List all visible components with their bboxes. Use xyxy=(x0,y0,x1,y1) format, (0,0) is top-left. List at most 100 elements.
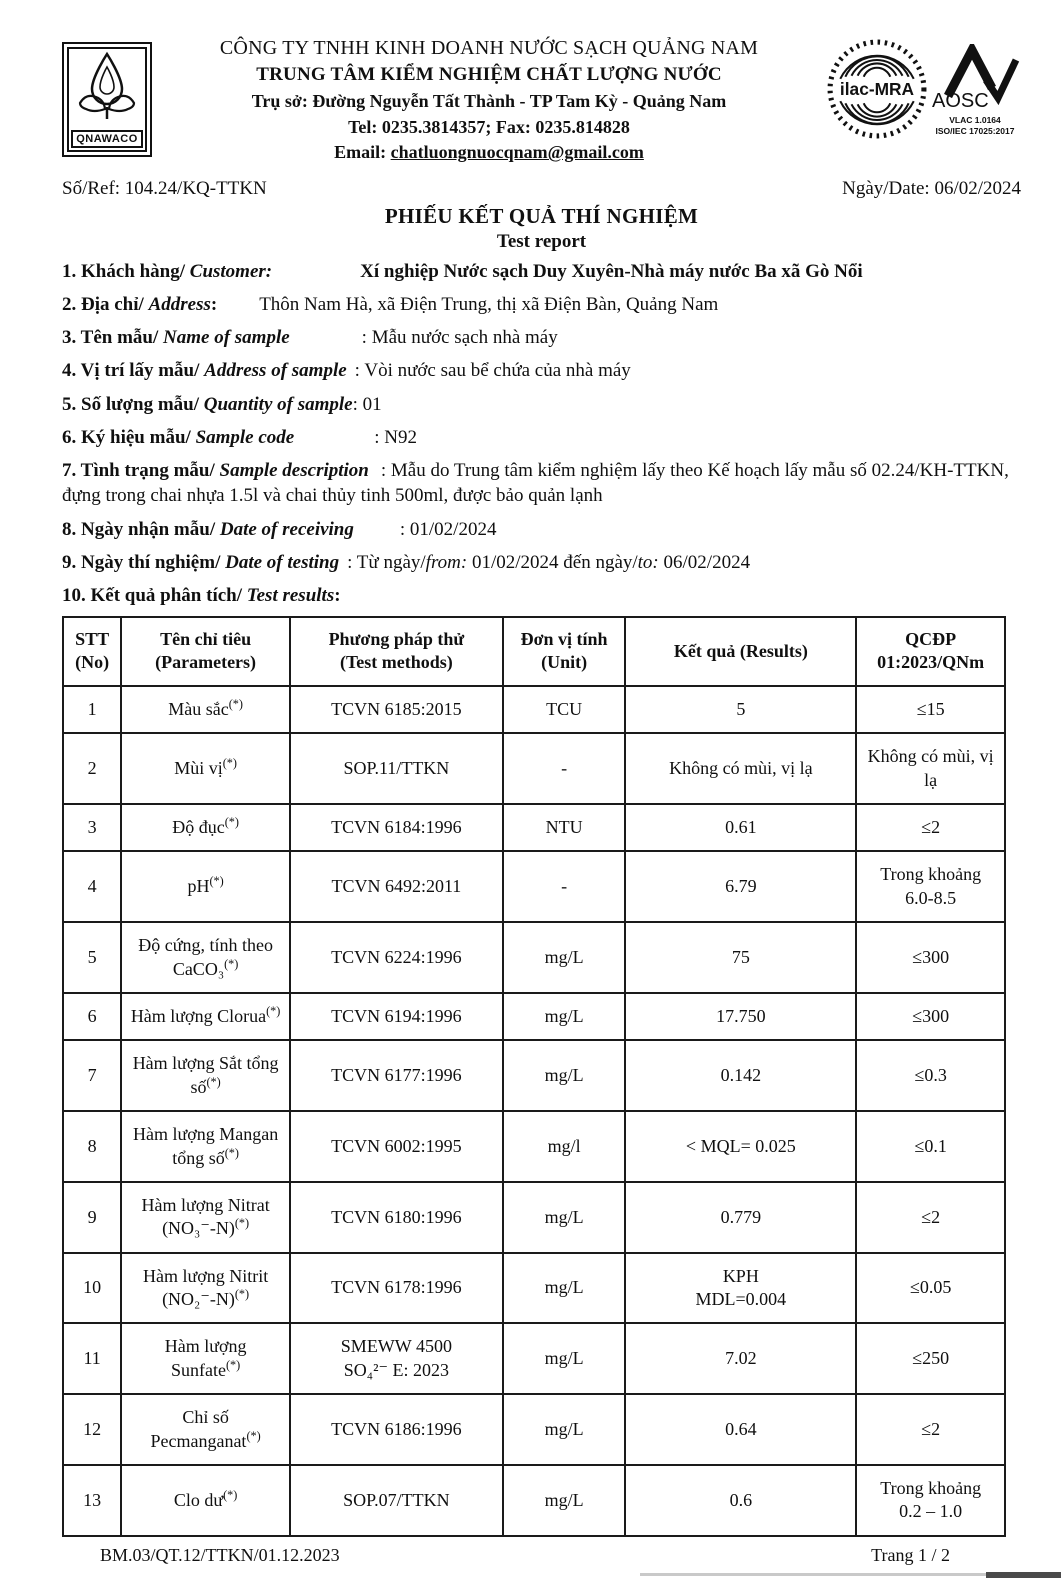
info-text: : N92 xyxy=(374,426,417,448)
cell-unit: mg/L xyxy=(501,1322,627,1396)
center-name: TRUNG TÂM KIỂM NGHIỆM CHẤT LƯỢNG NƯỚC xyxy=(256,64,722,86)
info-text: : xyxy=(210,294,218,316)
info-text: to: xyxy=(637,551,659,573)
cell-no: 13 xyxy=(61,1464,123,1537)
report-date: Ngày/Date: 06/02/2024 xyxy=(842,178,1021,199)
cell-limit: ≤2 xyxy=(855,1393,1006,1467)
cell-no: 8 xyxy=(61,1110,123,1183)
cell-no: 1 xyxy=(61,684,123,735)
table-row: 11 Hàm lượng Sunfate(*) SMEWW 4500 SO₄²⁻ E… xyxy=(61,1322,1006,1396)
table-row: 1 Màu sắc(*) TCVN 6185:2015 TCU 5 ≤15 xyxy=(61,684,1006,735)
cell-parameter: Hàm lượng Nitrat (NO₃⁻-N)(*) xyxy=(120,1180,291,1254)
info-text: 6. Ký hiệu mẫu/ xyxy=(62,426,196,448)
cell-limit: Không có mùi, vị lạ xyxy=(855,732,1006,805)
cell-result: 75 xyxy=(624,921,858,994)
svg-text:AOSC: AOSC xyxy=(932,90,989,110)
info-text: 9. Ngày thí nghiệm/ xyxy=(62,551,226,573)
cell-no: 11 xyxy=(61,1322,123,1396)
cell-result: 0.6 xyxy=(624,1464,858,1537)
cell-parameter: Hàm lượng Sunfate(*) xyxy=(120,1322,291,1396)
table-row: 3 Độ đục(*) TCVN 6184:1996 NTU 0.61 ≤2 xyxy=(61,802,1006,853)
cell-result: 0.142 xyxy=(624,1039,858,1113)
cell-method: SOP.07/TTKN xyxy=(288,1464,504,1537)
page-footer: BM.03/QT.12/TTKN/01.12.2023 Trang 1 / 2 xyxy=(62,1545,1006,1566)
email-label: Email: xyxy=(334,142,387,163)
cell-parameter: Độ cứng, tính theo CaCO₃(*) xyxy=(120,921,291,994)
info-item-10: 10. Kết quả phân tích/ Test results: xyxy=(62,583,1021,609)
footnote-marker: (*) xyxy=(266,1003,281,1018)
cell-limit: ≤0.05 xyxy=(855,1251,1006,1325)
cell-parameter: Hàm lượng Sắt tổng số(*) xyxy=(120,1039,291,1113)
iso-standard: ISO/IEC 17025:2017 xyxy=(935,126,1015,137)
cell-no: 9 xyxy=(61,1180,123,1254)
letterhead: QNAWACO CÔNG TY TNHH KINH DOANH NƯỚC SẠC… xyxy=(62,34,1021,166)
report-title: PHIẾU KẾT QUẢ THÍ NGHIỆM xyxy=(384,204,699,228)
cell-parameter: Clo dư(*) xyxy=(120,1464,291,1537)
cell-result: 0.61 xyxy=(624,802,858,853)
cell-result: 6.79 xyxy=(624,850,858,924)
cell-method: TCVN 6002:1995 xyxy=(288,1110,504,1183)
cell-result: Không có mùi, vị lạ xyxy=(624,732,858,805)
email-link[interactable]: chatluongnuocqnam@gmail.com xyxy=(390,142,644,163)
info-text: : 01/02/2024 xyxy=(399,518,497,540)
vlac-code: VLAC 1.0164 xyxy=(949,115,1001,125)
cell-no: 5 xyxy=(61,921,123,994)
info-text: : 01 xyxy=(352,393,382,415)
footnote-marker: (*) xyxy=(223,1487,238,1502)
cell-unit: mg/L xyxy=(501,991,627,1042)
footnote-marker: (*) xyxy=(224,1145,239,1160)
cell-no: 4 xyxy=(61,850,123,924)
info-text: Test results xyxy=(246,584,335,606)
cell-limit: ≤300 xyxy=(855,991,1006,1042)
info-text: 7. Tình trạng mẫu/ xyxy=(62,459,220,481)
info-text: Quantity of sample xyxy=(203,393,353,415)
table-row: 4 pH(*) TCVN 6492:2011-6.79 Trong khoảng 6.… xyxy=(61,850,1006,924)
cell-method: TCVN 6178:1996 xyxy=(288,1251,504,1325)
table-row: 2 Mùi vị(*) SOP.11/TTKN - Không có mùi, vị l… xyxy=(61,732,1006,805)
info-text: 06/02/2024 xyxy=(658,551,751,573)
table-row: 7 Hàm lượng Sắt tổng số(*) TCVN 6177:1996 m… xyxy=(61,1039,1006,1113)
cell-parameter: pH(*) xyxy=(120,850,291,924)
cell-no: 3 xyxy=(61,802,123,853)
footnote-marker: (*) xyxy=(246,1428,261,1443)
info-item-5: 5. Số lượng mẫu/ Quantity of sample: 01 xyxy=(62,392,1021,418)
cell-parameter: Chỉ số Pecmanganat(*) xyxy=(120,1393,291,1467)
cell-unit: mg/L xyxy=(501,1393,627,1467)
page-number: Trang 1 / 2 xyxy=(871,1544,950,1565)
footnote-marker: (*) xyxy=(222,755,237,770)
cell-result: 7.02 xyxy=(624,1322,858,1396)
org-block: CÔNG TY TNHH KINH DOANH NƯỚC SẠCH QUẢNG … xyxy=(152,34,826,166)
cell-limit: ≤300 xyxy=(855,921,1006,994)
results-table: STT (No) Tên chỉ tiêu (Parameters) Phươn… xyxy=(61,616,1006,1537)
cell-unit: - xyxy=(501,850,627,924)
cell-limit: ≤0.1 xyxy=(855,1110,1006,1183)
cell-method: TCVN 6492:2011 xyxy=(288,850,504,924)
footnote-marker: (*) xyxy=(224,815,239,829)
accreditation-logos: ilac-MRA AOSC VLAC 1.0164 ISO/IEC 17025:… xyxy=(826,38,1021,140)
info-text: : xyxy=(334,584,341,606)
info-text: 01/02/2024 đến ngày/ xyxy=(467,551,638,573)
cell-method: TCVN 6184:1996 xyxy=(288,802,504,853)
table-row: 9 Hàm lượng Nitrat (NO₃⁻-N)(*) TCVN 6180:1… xyxy=(61,1180,1006,1254)
cell-limit: ≤2 xyxy=(855,1180,1006,1254)
form-code: BM.03/QT.12/TTKN/01.12.2023 xyxy=(100,1544,340,1565)
scan-artifact xyxy=(986,1571,1061,1578)
col-header-no: STT (No) xyxy=(61,616,123,687)
table-row: 6 Hàm lượng Clorua(*) TCVN 6194:1996 mg/L 17… xyxy=(61,991,1006,1042)
info-text: Address xyxy=(148,294,211,316)
cell-parameter: Độ đục(*) xyxy=(120,802,291,853)
footnote-marker: (*) xyxy=(224,956,239,971)
info-item-9: 9. Ngày thí nghiệm/ Date of testing: Từ … xyxy=(62,550,1021,576)
cell-limit: Trong khoảng 6.0-8.5 xyxy=(855,850,1006,924)
address-line: Trụ sở: Đường Nguyễn Tất Thành - TP Tam … xyxy=(251,91,727,112)
cell-result: KPH MDL=0.004 xyxy=(624,1251,858,1325)
cell-method: TCVN 6194:1996 xyxy=(288,991,504,1042)
cell-method: TCVN 6177:1996 xyxy=(288,1039,504,1113)
ilac-mra-icon: ilac-MRA xyxy=(827,39,927,139)
info-text: : Mẫu do Trung tâm kiểm nghiệm lấy theo … xyxy=(62,459,1009,507)
cell-no: 10 xyxy=(61,1251,123,1325)
cell-no: 6 xyxy=(61,991,123,1042)
svg-text:ilac-MRA: ilac-MRA xyxy=(840,79,915,99)
info-text: Name of sample xyxy=(163,327,290,349)
